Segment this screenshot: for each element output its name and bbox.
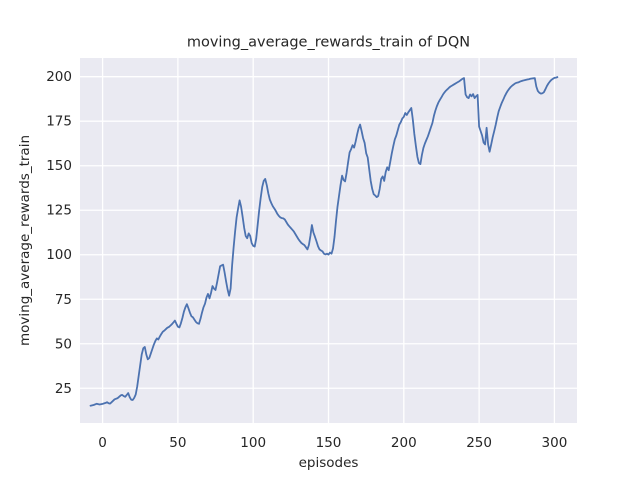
y-tick-label: 175: [46, 114, 72, 130]
chart-title: moving_average_rewards_train of DQN: [187, 35, 470, 51]
y-tick-label: 75: [55, 292, 72, 308]
y-tick-label: 200: [46, 69, 72, 85]
y-tick-label: 50: [55, 336, 72, 352]
x-tick-label: 50: [169, 435, 186, 451]
x-tick-label: 200: [391, 435, 417, 451]
x-tick-label: 150: [316, 435, 342, 451]
y-tick-label: 100: [46, 247, 72, 263]
y-tick-label: 125: [46, 203, 72, 219]
x-tick-label: 0: [98, 435, 107, 451]
series-layer: [89, 76, 559, 407]
series-line-moving_average_rewards_train: [89, 76, 559, 407]
y-axis-label: moving_average_rewards_train: [17, 135, 33, 346]
x-axis-label: episodes: [299, 455, 359, 471]
x-tick-label: 250: [466, 435, 492, 451]
x-tick-label: 300: [542, 435, 568, 451]
y-tick-label: 25: [55, 381, 72, 397]
y-tick-label: 150: [46, 158, 72, 174]
x-tick-label: 100: [240, 435, 266, 451]
tick-layer: 0 50 100 150 200 250 300 25 50 75 100 125 150 175 200: [46, 69, 567, 451]
